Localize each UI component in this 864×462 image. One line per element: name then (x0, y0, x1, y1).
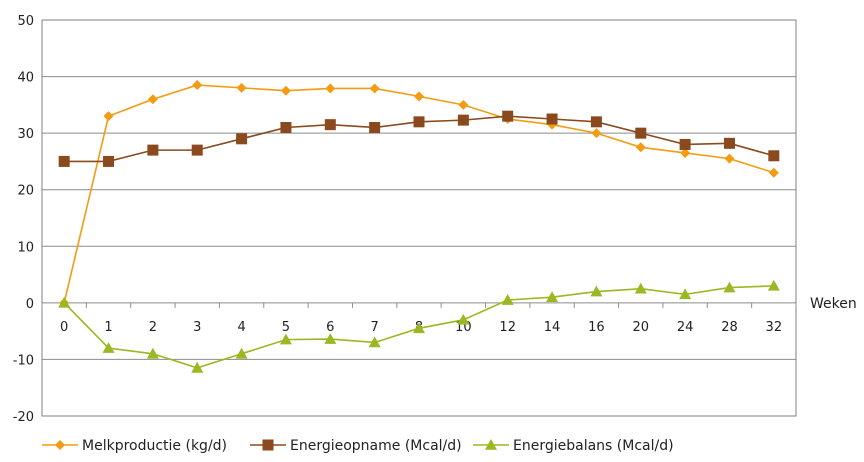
data-point (369, 121, 381, 133)
data-point (414, 91, 424, 102)
legend-label: Melkproductie (kg/d) (82, 438, 227, 454)
x-tick-label: 12 (499, 320, 516, 335)
x-tick-label: 3 (193, 320, 201, 335)
data-point (457, 313, 470, 325)
x-tick-label: 6 (326, 320, 334, 335)
data-point (502, 110, 514, 122)
y-tick-label: 30 (17, 127, 34, 142)
legend-marker (55, 440, 65, 450)
data-point (280, 85, 291, 96)
data-point (324, 333, 337, 344)
data-point (146, 347, 159, 359)
x-axis-label: Weken (810, 296, 857, 312)
data-point (103, 111, 114, 122)
data-point (236, 133, 248, 145)
y-tick-label: -20 (13, 410, 34, 425)
data-point (457, 114, 469, 126)
data-point (147, 144, 159, 156)
series-2 (58, 279, 780, 373)
y-tick-label: 50 (17, 14, 34, 29)
legend-item: Energieopname (Mcal/d) (250, 438, 462, 454)
data-point (723, 137, 735, 149)
data-point (635, 127, 647, 139)
data-point (679, 138, 691, 150)
data-point (767, 279, 780, 291)
data-point (635, 142, 646, 153)
data-point (590, 285, 603, 297)
data-point (591, 128, 602, 139)
data-point (102, 342, 115, 353)
data-point (235, 347, 248, 359)
gridlines (42, 76, 796, 360)
x-tick-label: 1 (104, 320, 112, 335)
data-point (680, 147, 691, 158)
data-point (413, 116, 425, 128)
data-point (369, 83, 380, 94)
data-point (724, 153, 735, 164)
data-point (768, 167, 779, 178)
series-1 (58, 110, 780, 167)
legend-marker (262, 439, 274, 451)
legend-item: Melkproductie (kg/d) (42, 438, 227, 454)
data-series (58, 80, 780, 373)
x-tick-label: 24 (677, 320, 694, 335)
data-point (103, 155, 115, 167)
data-point (679, 288, 692, 300)
legend: Melkproductie (kg/d) Energieopname (Mcal/… (42, 438, 674, 454)
data-point (546, 113, 558, 125)
data-point (723, 281, 736, 293)
y-tick-label: 40 (17, 71, 34, 86)
y-tick-label: 10 (17, 240, 34, 255)
x-tick-label: 0 (60, 320, 68, 335)
x-tick-label: 14 (544, 320, 561, 335)
data-point (368, 336, 381, 348)
data-point (191, 361, 204, 373)
x-tick-label: 5 (282, 320, 290, 335)
legend-marker (485, 439, 497, 450)
data-point (191, 144, 203, 156)
data-point (501, 294, 514, 305)
data-point (147, 94, 158, 105)
legend-label: Energiebalans (Mcal/d) (513, 438, 674, 454)
x-tick-label: 32 (766, 320, 783, 335)
x-tick-label: 4 (237, 320, 245, 335)
data-point (280, 121, 292, 133)
data-point (58, 296, 71, 308)
data-point (325, 83, 336, 94)
data-point (58, 155, 70, 167)
data-point (458, 99, 469, 110)
data-point (236, 82, 247, 93)
data-point (768, 150, 780, 162)
x-tick-label: 20 (632, 320, 649, 335)
data-point (279, 333, 292, 345)
x-tick-label: 16 (588, 320, 605, 335)
y-axis-tick-labels: -20 -10 0 10 20 30 40 50 (13, 14, 34, 425)
y-tick-label: 0 (26, 297, 34, 312)
x-tick-label: 7 (371, 320, 379, 335)
data-point (192, 80, 203, 91)
x-tick-label: 28 (721, 320, 738, 335)
series-0 (59, 80, 779, 308)
legend-item: Energiebalans (Mcal/d) (473, 438, 674, 454)
plot-area-border (41, 19, 797, 417)
data-point (590, 116, 602, 128)
legend-label: Energieopname (Mcal/d) (290, 438, 462, 454)
y-tick-label: -10 (13, 353, 34, 368)
data-point (634, 282, 647, 294)
data-point (413, 322, 425, 334)
x-tick-label: 2 (149, 320, 157, 335)
data-point (546, 291, 559, 302)
data-point (324, 119, 336, 131)
y-tick-label: 20 (17, 184, 34, 199)
